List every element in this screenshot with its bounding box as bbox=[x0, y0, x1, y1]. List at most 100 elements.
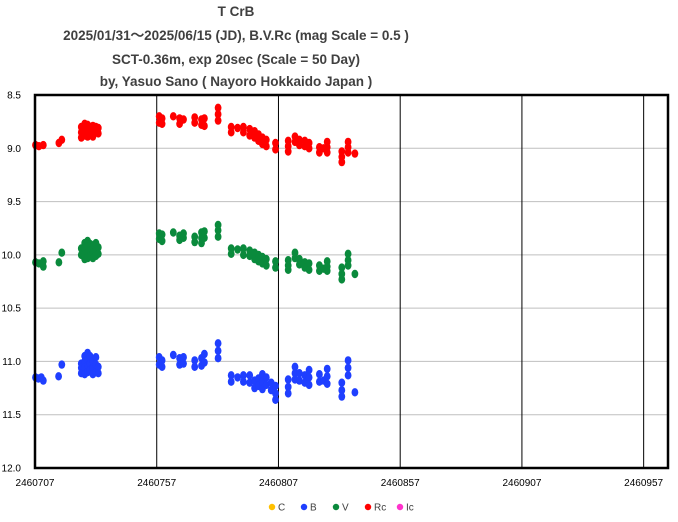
data-point-v bbox=[262, 261, 270, 270]
data-point-v bbox=[323, 266, 331, 275]
y-tick-label: 10.5 bbox=[2, 304, 22, 315]
data-point-v bbox=[169, 228, 177, 237]
data-point-v bbox=[338, 275, 346, 284]
data-point-rc bbox=[39, 140, 47, 150]
legend-marker-c bbox=[268, 503, 276, 511]
data-point-b bbox=[94, 369, 102, 378]
data-point-b bbox=[169, 350, 177, 360]
data-point-v bbox=[351, 269, 359, 279]
data-point-v bbox=[272, 257, 279, 266]
data-point-v bbox=[240, 250, 247, 260]
data-point-b bbox=[344, 371, 352, 380]
data-point-v bbox=[305, 265, 313, 274]
data-point-b bbox=[338, 378, 346, 387]
data-point-b bbox=[316, 370, 323, 379]
data-point-b bbox=[55, 372, 62, 381]
data-point-b bbox=[201, 358, 208, 367]
legend-label-ic: Ic bbox=[406, 503, 414, 514]
x-tick-label: 2460957 bbox=[624, 478, 663, 489]
data-point-rc bbox=[296, 140, 303, 150]
data-point-v bbox=[262, 254, 270, 264]
data-point-b bbox=[94, 362, 102, 371]
x-tick-label: 2460807 bbox=[259, 478, 298, 489]
data-point-rc bbox=[234, 123, 242, 133]
data-point-rc bbox=[214, 103, 222, 113]
data-point-rc bbox=[284, 147, 292, 156]
y-tick-label: 12.0 bbox=[2, 464, 22, 475]
x-tick-label: 2460857 bbox=[381, 478, 420, 489]
legend-label-v: V bbox=[342, 503, 349, 514]
data-point-rc bbox=[201, 114, 208, 123]
data-point-rc bbox=[94, 129, 102, 138]
y-axis-tick-labels: 8.5 9.0 9.5 10.0 10.5 11.0 11.5 12.0 bbox=[2, 91, 22, 475]
data-point-v bbox=[55, 258, 63, 267]
data-point-v bbox=[227, 249, 235, 258]
data-point-v bbox=[201, 233, 208, 242]
data-point-rc bbox=[344, 148, 352, 157]
data-point-b bbox=[291, 362, 299, 371]
data-point-v bbox=[158, 236, 166, 246]
data-point-v bbox=[305, 259, 313, 268]
legend-marker-rc bbox=[364, 503, 372, 511]
data-point-b bbox=[201, 349, 208, 359]
data-point-rc bbox=[240, 128, 247, 137]
data-point-rc bbox=[305, 144, 313, 153]
data-point-v bbox=[58, 248, 66, 257]
chart-subtitle-dates: 2025/01/31～2025/06/15 (JD), B.V.Rc (mag … bbox=[63, 28, 409, 43]
data-point-rc bbox=[191, 118, 199, 127]
data-point-b bbox=[296, 369, 303, 378]
data-point-v bbox=[94, 249, 102, 258]
data-point-rc bbox=[214, 110, 222, 119]
data-point-b bbox=[234, 373, 242, 382]
data-point-v bbox=[191, 237, 199, 247]
data-point-b bbox=[305, 365, 313, 375]
x-tick-label: 2460907 bbox=[502, 478, 541, 489]
data-point-v bbox=[344, 261, 352, 270]
data-point-b bbox=[180, 353, 187, 362]
data-point-b bbox=[180, 359, 187, 368]
data-point-b bbox=[158, 362, 166, 371]
data-point-b bbox=[305, 380, 313, 390]
data-point-b bbox=[296, 376, 303, 385]
data-point-b bbox=[246, 371, 254, 380]
data-point-rc bbox=[180, 115, 187, 124]
plot-area-frame bbox=[33, 93, 670, 470]
data-point-b bbox=[323, 379, 331, 388]
data-point-b bbox=[305, 373, 313, 382]
grid-lines bbox=[35, 95, 668, 468]
data-point-b bbox=[344, 356, 352, 365]
data-point-b bbox=[92, 353, 100, 362]
data-point-v bbox=[240, 244, 247, 253]
y-tick-label: 8.5 bbox=[7, 91, 21, 102]
data-point-b bbox=[58, 360, 66, 369]
chart-subtitle-instrument: SCT-0.36m, exp 20sec (Scale = 50 Day) bbox=[112, 52, 360, 67]
data-point-b bbox=[284, 382, 292, 392]
data-point-b bbox=[227, 371, 235, 380]
data-point-b bbox=[272, 395, 279, 404]
legend-label-b: B bbox=[310, 503, 317, 514]
data-point-b bbox=[284, 389, 292, 398]
data-point-b bbox=[272, 381, 279, 391]
legend-label-rc: Rc bbox=[374, 503, 386, 514]
y-tick-label: 9.5 bbox=[7, 197, 21, 208]
data-point-rc bbox=[169, 112, 177, 121]
data-point-b bbox=[214, 339, 222, 348]
series-rc bbox=[32, 103, 359, 167]
data-point-rc bbox=[323, 148, 331, 157]
data-point-b bbox=[227, 377, 235, 386]
series-b bbox=[32, 339, 359, 404]
data-point-rc bbox=[262, 142, 270, 151]
y-tick-label: 9.0 bbox=[7, 144, 21, 155]
data-point-v bbox=[214, 226, 222, 235]
data-point-b bbox=[323, 364, 331, 374]
y-tick-label: 10.0 bbox=[2, 250, 22, 261]
legend: C B V Rc Ic bbox=[268, 503, 414, 514]
chart-subtitle-observer: by, Yasuo Sano ( Nayoro Hokkaido Japan ) bbox=[100, 74, 373, 89]
data-point-rc bbox=[272, 138, 279, 148]
y-tick-label: 11.0 bbox=[2, 357, 21, 368]
x-axis-tick-labels: 2460707 2460757 2460807 2460857 2460907 24609… bbox=[16, 478, 664, 489]
data-point-b bbox=[39, 376, 47, 385]
data-point-b bbox=[214, 346, 222, 355]
legend-marker-b bbox=[300, 503, 308, 511]
